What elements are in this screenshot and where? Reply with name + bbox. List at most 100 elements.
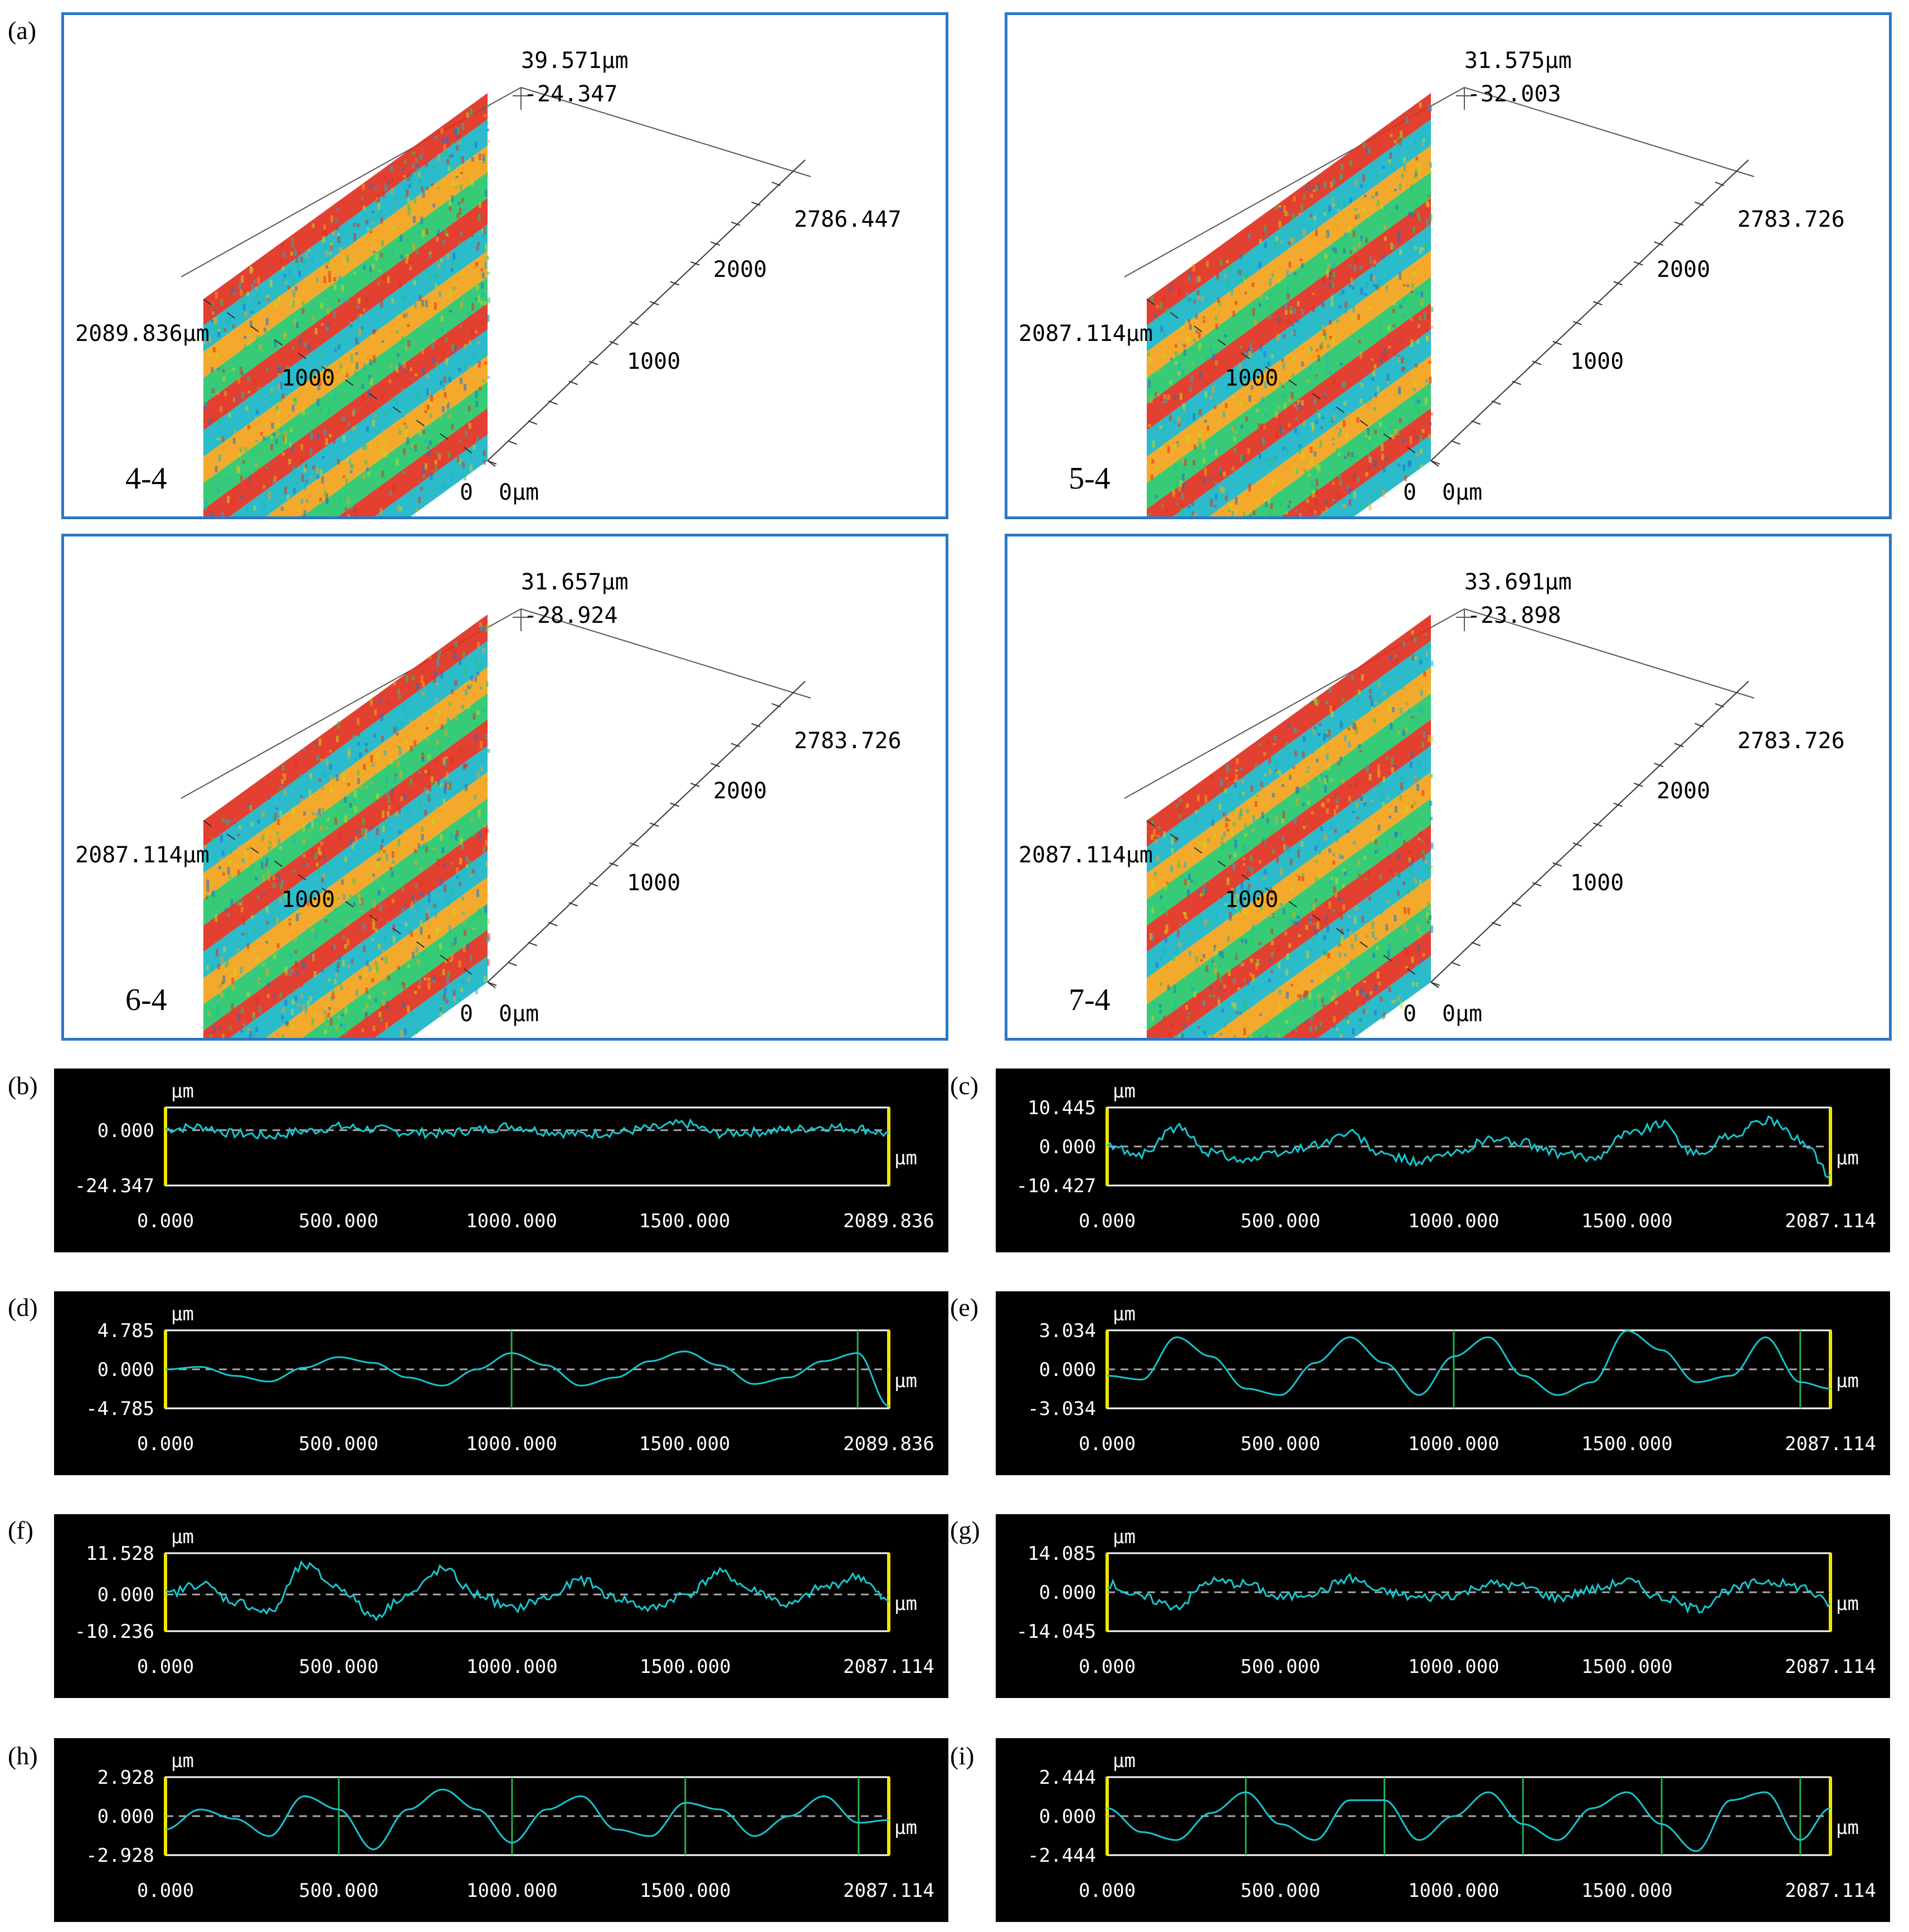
- z-max-label: 39.571μm: [521, 48, 629, 74]
- y-unit-label: μm: [1113, 1526, 1136, 1548]
- x-unit-label: μm: [1836, 1370, 1859, 1392]
- x-tick-label: 2087.114: [843, 1880, 934, 1902]
- surface-band: [302, 382, 488, 516]
- x-tick-label: 2087.114: [1785, 1656, 1876, 1678]
- profile-line: [1107, 1330, 1831, 1396]
- surface-band: [203, 693, 488, 926]
- surface-panel-4-4: 39.571μm -24.347 2786.447 2000 1000 2089.836μ…: [61, 12, 948, 519]
- profile-line: [1107, 1115, 1832, 1179]
- profile-chart: 0.000 -24.347 μm μm 0.000 500.000 1000.000 1500…: [75, 1080, 934, 1232]
- surface-texture: [1147, 102, 1434, 516]
- surface-plot: 31.657μm -28.924 2783.726 2000 1000 2087.114μ…: [75, 569, 902, 1038]
- x-tick-label: 500.000: [299, 1433, 378, 1455]
- surface-band: [1147, 641, 1431, 874]
- surface-band: [203, 303, 488, 516]
- y-unit-label: μm: [1113, 1080, 1136, 1102]
- sample-label: 5-4: [1069, 461, 1111, 496]
- x-tick-label: 1000.000: [466, 1656, 558, 1678]
- surface-panel-5-4: 31.575μm -32.003 2783.726 2000 1000 2087.114μ…: [1005, 12, 1892, 519]
- x-tick-label: 1000: [281, 365, 335, 391]
- figure-label-b: (b): [8, 1071, 38, 1100]
- y-tick-label: 0.000: [98, 1359, 154, 1381]
- y-unit-label: μm: [171, 1303, 194, 1325]
- origin-x-label: 0: [460, 1001, 473, 1027]
- x-unit-label: μm: [1836, 1817, 1859, 1839]
- x-tick-label: 1500.000: [1581, 1210, 1673, 1232]
- surface-panel-7-4: 33.691μm -23.898 2783.726 2000 1000 2087.114μ…: [1005, 534, 1892, 1041]
- x-tick-label: 2087.114: [843, 1656, 934, 1678]
- x-tick-label: 1000.000: [1408, 1880, 1499, 1902]
- profile-chart: 4.785 0.000 -4.785 μm μm 0.000 500.000 1000.000…: [86, 1303, 934, 1455]
- x-tick-label: 500.000: [299, 1210, 378, 1232]
- y-tick-label: 3.034: [1039, 1320, 1096, 1342]
- sample-label: 6-4: [125, 983, 167, 1017]
- surface-band: [1245, 382, 1431, 516]
- y-tick-label: 0.000: [1039, 1582, 1096, 1604]
- x-tick-label: 500.000: [1240, 1433, 1320, 1455]
- profile-panel-e: 3.034 0.000 -3.034 μm μm 0.000 500.000 1000.000…: [996, 1291, 1890, 1475]
- surface-band: [203, 667, 488, 900]
- origin-y-label: 0μm: [1442, 480, 1482, 505]
- surface-band: [1147, 772, 1431, 1004]
- y-extent-label: 2783.726: [1737, 207, 1845, 232]
- x-extent-label: 2089.836μm: [75, 321, 210, 347]
- figure-label-g: (g): [950, 1516, 980, 1544]
- surface-band: [203, 824, 488, 1038]
- surface-band: [1147, 93, 1431, 326]
- surface-band: [203, 224, 488, 457]
- profile-panel-h: 2.928 0.000 -2.928 μm μm 0.000 500.000 1000.000…: [54, 1738, 948, 1922]
- y-tick-label: -3.034: [1027, 1398, 1096, 1420]
- surface-band: [1147, 667, 1431, 900]
- surface-band: [1147, 745, 1431, 978]
- surface-band: [338, 929, 488, 1038]
- y-tick-label-2: 1000: [1570, 349, 1624, 374]
- x-unit-label: μm: [894, 1370, 917, 1392]
- y-tick-label: -2.928: [86, 1845, 154, 1867]
- y-tick-label: 0.000: [1039, 1359, 1096, 1381]
- x-tick-label: 1000.000: [1408, 1656, 1499, 1678]
- z-min-label: -28.924: [524, 603, 618, 628]
- z-max-label: 31.657μm: [521, 569, 629, 595]
- y-tick-label: -2.444: [1027, 1845, 1096, 1867]
- surface-band: [1147, 250, 1431, 483]
- surface-texture: [203, 622, 490, 1038]
- origin-x-label: 0: [1403, 1001, 1416, 1027]
- profile-panel-c: 10.445 0.000 -10.427 μm μm 0.000 500.000 1000.0…: [996, 1069, 1890, 1252]
- y-unit-label: μm: [1113, 1750, 1136, 1772]
- surface-band: [1147, 719, 1431, 952]
- y-tick-label: 2.444: [1039, 1767, 1096, 1789]
- surface-stripes: [1147, 614, 1431, 1038]
- x-extent-label: 2087.114μm: [1019, 842, 1153, 868]
- x-tick-label: 1000.000: [1408, 1210, 1499, 1232]
- y-tick-label: 0.000: [98, 1806, 154, 1828]
- surface-band: [1147, 614, 1431, 847]
- x-tick-label: 1000: [1225, 365, 1278, 391]
- figure-label-h: (h): [8, 1741, 38, 1770]
- sample-label: 4-4: [125, 461, 167, 496]
- x-tick-label: 1000: [281, 887, 335, 913]
- y-extent-label: 2783.726: [1737, 728, 1845, 754]
- profile-panel-g: 14.085 0.000 -14.045 μm μm 0.000 500.000 1000.0…: [996, 1514, 1890, 1698]
- y-tick-label: 2000: [713, 257, 767, 282]
- surface-band: [1209, 877, 1431, 1038]
- y-tick-label: -10.236: [75, 1621, 154, 1643]
- x-tick-label: 0.000: [1079, 1656, 1136, 1678]
- z-min-label: -32.003: [1467, 81, 1561, 107]
- axis-ticks: [203, 703, 781, 988]
- profile-panel-b: 0.000 -24.347 μm μm 0.000 500.000 1000.000 1500…: [54, 1069, 948, 1252]
- figure-label-e: (e): [950, 1293, 979, 1321]
- y-unit-label: μm: [171, 1080, 194, 1102]
- surface-band: [203, 719, 488, 952]
- surface-band: [1147, 224, 1431, 457]
- x-tick-label: 1500.000: [640, 1880, 731, 1902]
- x-tick-label: 0.000: [1079, 1433, 1136, 1455]
- profile-chart: 3.034 0.000 -3.034 μm μm 0.000 500.000 1000.000…: [1027, 1303, 1876, 1455]
- profile-chart: 2.444 0.000 -2.444 μm μm 0.000 500.000 1000.000…: [1027, 1750, 1876, 1902]
- profile-line: [165, 1788, 889, 1851]
- y-tick-label: 0.000: [98, 1120, 154, 1142]
- axis-ticks: [1146, 703, 1725, 988]
- x-tick-label: 1500.000: [1581, 1433, 1673, 1455]
- figure-label-f: (f): [8, 1516, 33, 1544]
- surface-stripes: [1147, 93, 1431, 516]
- profile-line: [165, 1560, 889, 1622]
